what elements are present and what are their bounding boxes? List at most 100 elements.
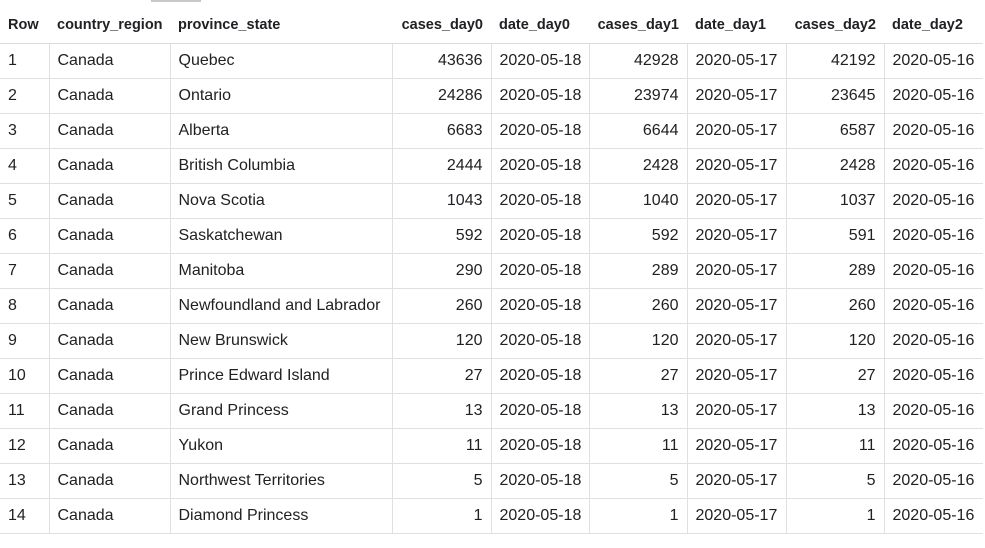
cell-date-day1: 2020-05-17 bbox=[686, 498, 786, 534]
cell-date-day0: 2020-05-18 bbox=[490, 463, 589, 499]
cell-country-region: Canada bbox=[48, 428, 170, 464]
table-row[interactable]: 12 Canada Yukon 11 2020-05-18 11 2020-05-17 11 2… bbox=[0, 428, 983, 464]
column-header-cases-day0[interactable]: cases_day0 bbox=[392, 6, 491, 44]
cell-cases-day0: 1 bbox=[391, 498, 491, 534]
cell-row-number: 6 bbox=[0, 218, 49, 254]
cell-row-number: 10 bbox=[0, 358, 49, 394]
cell-date-day2: 2020-05-16 bbox=[883, 288, 983, 324]
cell-cases-day1: 1040 bbox=[588, 183, 687, 219]
table-row[interactable]: 5 Canada Nova Scotia 1043 2020-05-18 1040 2020… bbox=[0, 183, 983, 219]
cell-cases-day1: 1 bbox=[588, 498, 687, 534]
cell-date-day1: 2020-05-17 bbox=[686, 218, 786, 254]
cell-cases-day1: 23974 bbox=[588, 78, 687, 114]
cell-cases-day1: 2428 bbox=[588, 148, 687, 184]
table-row[interactable]: 13 Canada Northwest Territories 5 2020-05-18… bbox=[0, 463, 983, 499]
cell-date-day1: 2020-05-17 bbox=[686, 393, 786, 429]
cell-province-state: British Columbia bbox=[169, 148, 392, 184]
cell-country-region: Canada bbox=[48, 463, 170, 499]
cell-cases-day2: 289 bbox=[785, 253, 884, 289]
cell-country-region: Canada bbox=[48, 288, 170, 324]
cell-cases-day0: 5 bbox=[391, 463, 491, 499]
cell-cases-day0: 11 bbox=[391, 428, 491, 464]
active-tab-indicator bbox=[151, 0, 201, 2]
column-header-cases-day2[interactable]: cases_day2 bbox=[786, 6, 884, 44]
table-row[interactable]: 7 Canada Manitoba 290 2020-05-18 289 2020-05-1… bbox=[0, 253, 983, 289]
cell-cases-day0: 2444 bbox=[391, 148, 491, 184]
cell-country-region: Canada bbox=[48, 358, 170, 394]
cell-date-day2: 2020-05-16 bbox=[883, 323, 983, 359]
cell-date-day2: 2020-05-16 bbox=[883, 43, 983, 79]
cell-country-region: Canada bbox=[48, 498, 170, 534]
column-header-row[interactable]: Row bbox=[0, 6, 49, 44]
cell-province-state: Diamond Princess bbox=[169, 498, 392, 534]
cell-province-state: Ontario bbox=[169, 78, 392, 114]
cell-row-number: 1 bbox=[0, 43, 49, 79]
table-row[interactable]: 9 Canada New Brunswick 120 2020-05-18 120 2020… bbox=[0, 323, 983, 359]
cell-country-region: Canada bbox=[48, 253, 170, 289]
cell-date-day2: 2020-05-16 bbox=[883, 78, 983, 114]
cell-date-day1: 2020-05-17 bbox=[686, 113, 786, 149]
cell-country-region: Canada bbox=[48, 323, 170, 359]
header-row: Row country_region province_state cases_… bbox=[0, 6, 983, 44]
cell-cases-day1: 592 bbox=[588, 218, 687, 254]
cell-province-state: Northwest Territories bbox=[169, 463, 392, 499]
column-header-province-state[interactable]: province_state bbox=[170, 6, 392, 44]
cell-cases-day1: 13 bbox=[588, 393, 687, 429]
cell-province-state: Saskatchewan bbox=[169, 218, 392, 254]
cell-row-number: 8 bbox=[0, 288, 49, 324]
table-row[interactable]: 14 Canada Diamond Princess 1 2020-05-18 1 2020… bbox=[0, 498, 983, 534]
cell-country-region: Canada bbox=[48, 183, 170, 219]
column-header-date-day0[interactable]: date_day0 bbox=[491, 6, 589, 44]
cell-province-state: Newfoundland and Labrador bbox=[169, 288, 392, 324]
cell-date-day2: 2020-05-16 bbox=[883, 463, 983, 499]
cell-row-number: 12 bbox=[0, 428, 49, 464]
cell-row-number: 4 bbox=[0, 148, 49, 184]
cell-cases-day2: 591 bbox=[785, 218, 884, 254]
cell-cases-day2: 120 bbox=[785, 323, 884, 359]
table-row[interactable]: 2 Canada Ontario 24286 2020-05-18 23974 2020-0… bbox=[0, 78, 983, 114]
column-header-date-day1[interactable]: date_day1 bbox=[687, 6, 786, 44]
cell-province-state: Manitoba bbox=[169, 253, 392, 289]
table-row[interactable]: 3 Canada Alberta 6683 2020-05-18 6644 2020-05-… bbox=[0, 113, 983, 149]
cell-date-day1: 2020-05-17 bbox=[686, 323, 786, 359]
results-body: 1 Canada Quebec 43636 2020-05-18 42928 2020-05… bbox=[0, 43, 983, 534]
column-header-date-day2[interactable]: date_day2 bbox=[884, 6, 983, 44]
cell-cases-day2: 6587 bbox=[785, 113, 884, 149]
table-row[interactable]: 11 Canada Grand Princess 13 2020-05-18 13 2020… bbox=[0, 393, 983, 429]
cell-date-day0: 2020-05-18 bbox=[490, 498, 589, 534]
column-header-cases-day1[interactable]: cases_day1 bbox=[589, 6, 687, 44]
cell-date-day2: 2020-05-16 bbox=[883, 393, 983, 429]
table-row[interactable]: 4 Canada British Columbia 2444 2020-05-18 242… bbox=[0, 148, 983, 184]
cell-cases-day1: 289 bbox=[588, 253, 687, 289]
cell-country-region: Canada bbox=[48, 43, 170, 79]
cell-country-region: Canada bbox=[48, 113, 170, 149]
table-row[interactable]: 1 Canada Quebec 43636 2020-05-18 42928 2020-05… bbox=[0, 43, 983, 79]
table-row[interactable]: 8 Canada Newfoundland and Labrador 260 2020-… bbox=[0, 288, 983, 324]
cell-date-day2: 2020-05-16 bbox=[883, 358, 983, 394]
cell-cases-day2: 13 bbox=[785, 393, 884, 429]
cell-row-number: 5 bbox=[0, 183, 49, 219]
table-row[interactable]: 10 Canada Prince Edward Island 27 2020-05-18… bbox=[0, 358, 983, 394]
cell-cases-day1: 27 bbox=[588, 358, 687, 394]
cell-date-day1: 2020-05-17 bbox=[686, 358, 786, 394]
cell-province-state: Nova Scotia bbox=[169, 183, 392, 219]
cell-date-day0: 2020-05-18 bbox=[490, 183, 589, 219]
cell-date-day2: 2020-05-16 bbox=[883, 183, 983, 219]
cell-province-state: Yukon bbox=[169, 428, 392, 464]
cell-cases-day0: 6683 bbox=[391, 113, 491, 149]
column-header-country-region[interactable]: country_region bbox=[49, 6, 170, 44]
cell-date-day2: 2020-05-16 bbox=[883, 428, 983, 464]
cell-date-day2: 2020-05-16 bbox=[883, 148, 983, 184]
cell-cases-day0: 13 bbox=[391, 393, 491, 429]
cell-country-region: Canada bbox=[48, 393, 170, 429]
cell-cases-day1: 42928 bbox=[588, 43, 687, 79]
cell-cases-day1: 11 bbox=[588, 428, 687, 464]
query-results-table: Row country_region province_state cases_… bbox=[0, 6, 983, 534]
table-row[interactable]: 6 Canada Saskatchewan 592 2020-05-18 592 2020-… bbox=[0, 218, 983, 254]
cell-date-day2: 2020-05-16 bbox=[883, 113, 983, 149]
cell-cases-day0: 43636 bbox=[391, 43, 491, 79]
cell-date-day1: 2020-05-17 bbox=[686, 428, 786, 464]
cell-date-day1: 2020-05-17 bbox=[686, 183, 786, 219]
cell-cases-day0: 260 bbox=[391, 288, 491, 324]
cell-date-day2: 2020-05-16 bbox=[883, 253, 983, 289]
